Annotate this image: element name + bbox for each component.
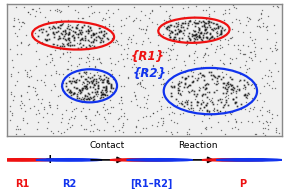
Text: R2: R2 [62, 179, 76, 189]
Text: [R1–R2]: [R1–R2] [130, 179, 173, 189]
Ellipse shape [216, 159, 282, 161]
Ellipse shape [202, 159, 268, 161]
Ellipse shape [127, 159, 192, 161]
Text: Contact: Contact [90, 141, 125, 150]
Ellipse shape [36, 159, 102, 161]
Text: Reaction: Reaction [178, 141, 218, 150]
Text: {R2}: {R2} [133, 67, 167, 80]
Text: {R1}: {R1} [130, 50, 164, 63]
Text: R1: R1 [15, 179, 29, 189]
Ellipse shape [110, 159, 176, 161]
Text: P: P [239, 179, 246, 189]
Text: +: + [45, 153, 55, 166]
Ellipse shape [0, 159, 55, 161]
